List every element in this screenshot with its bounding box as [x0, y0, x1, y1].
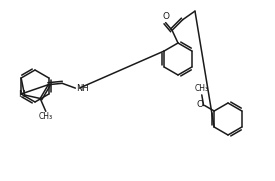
Text: CH₃: CH₃	[39, 112, 53, 121]
Text: O: O	[162, 12, 169, 21]
Text: N: N	[18, 90, 25, 98]
Text: CH₃: CH₃	[195, 84, 209, 93]
Text: NH: NH	[76, 84, 89, 93]
Text: O: O	[197, 100, 204, 109]
